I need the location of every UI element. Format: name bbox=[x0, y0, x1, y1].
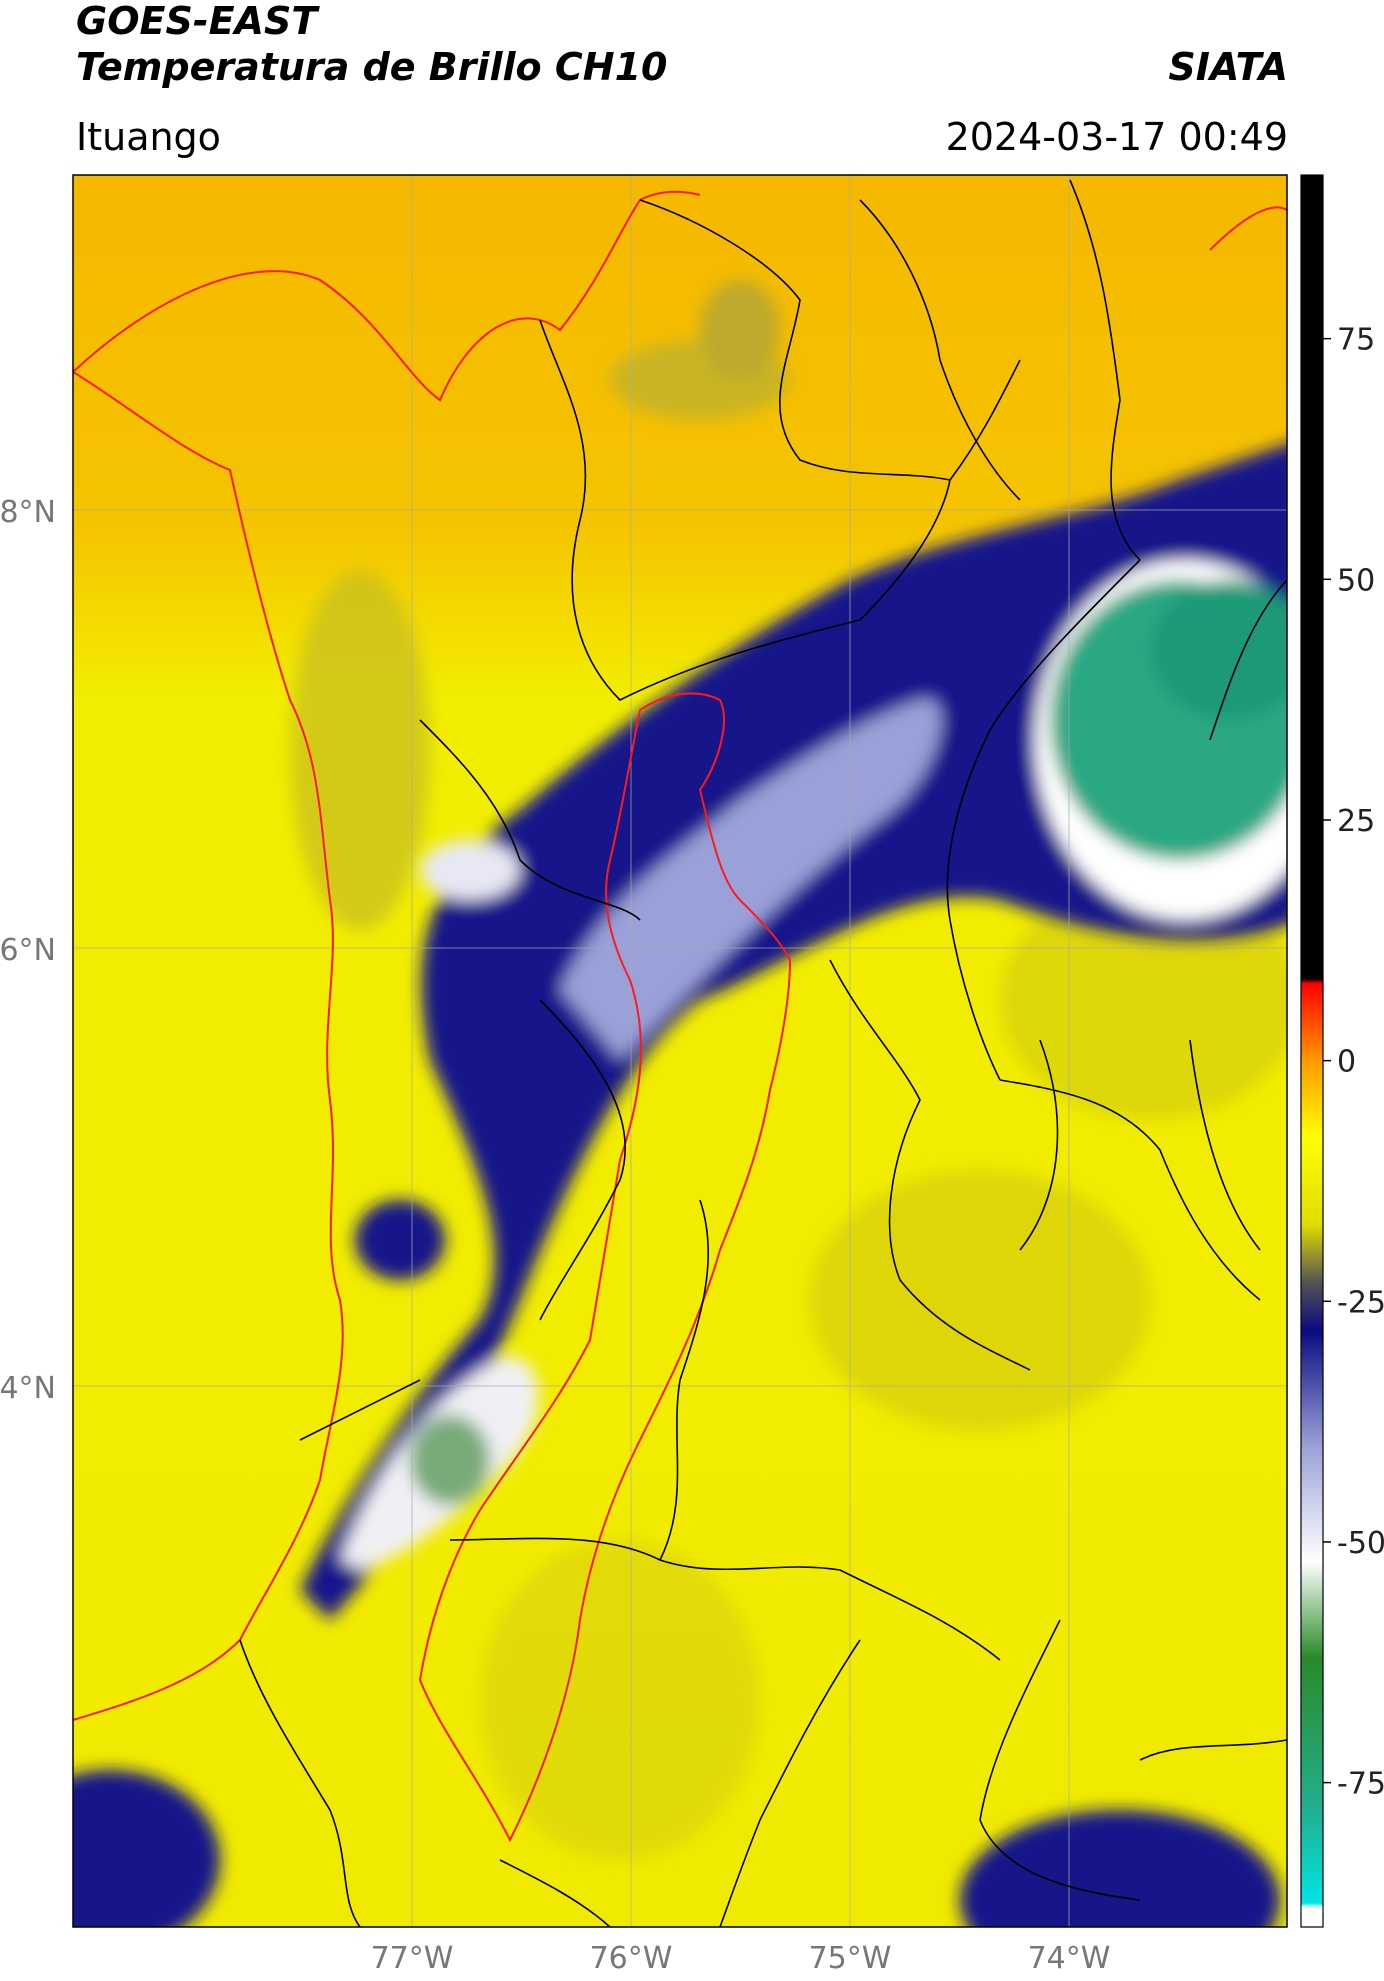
colorbar-tick-label: 50 bbox=[1337, 563, 1375, 598]
colorbar-tick-label: 25 bbox=[1337, 804, 1375, 839]
region-label: Ituango bbox=[76, 115, 221, 159]
latitude-ticks: 8°N 6°N 4°N bbox=[0, 495, 56, 1406]
colorbar-tick-label: 75 bbox=[1337, 323, 1375, 358]
coastline bbox=[73, 371, 344, 1721]
colorbar-tick-label: 0 bbox=[1337, 1045, 1356, 1080]
lon-tick-label: 77°W bbox=[371, 1941, 454, 1976]
south-clouds bbox=[73, 1200, 1280, 1927]
northeast-coastline bbox=[1209, 206, 1287, 251]
lon-tick-label: 75°W bbox=[809, 1941, 892, 1976]
lon-tick-label: 76°W bbox=[590, 1941, 673, 1976]
region-boundary-red bbox=[418, 692, 792, 1843]
product-title: Temperatura de Brillo CH10 bbox=[76, 45, 668, 89]
graticule bbox=[73, 175, 1287, 1927]
lat-tick-label: 8°N bbox=[0, 495, 56, 530]
olive-cloud-areas bbox=[290, 280, 1287, 1860]
colorbar-tick-label: -50 bbox=[1337, 1526, 1384, 1561]
map-frame bbox=[72, 174, 1288, 1928]
lat-tick-label: 4°N bbox=[0, 1371, 56, 1406]
colorbar-tick-label: -75 bbox=[1337, 1767, 1384, 1802]
north-coastline bbox=[73, 190, 701, 402]
admin-boundaries bbox=[239, 179, 1287, 1927]
colorbar-scale bbox=[1300, 174, 1324, 1928]
map-field bbox=[73, 175, 1287, 1927]
colorbar: 75 50 25 0 -25 -50 -75 bbox=[1300, 174, 1384, 1928]
lat-tick-label: 6°N bbox=[0, 933, 56, 968]
source-label: SIATA bbox=[1168, 45, 1288, 89]
longitude-ticks: 77°W 76°W 75°W 74°W bbox=[371, 1941, 1111, 1976]
satellite-title: GOES-EAST bbox=[76, 0, 318, 43]
convective-band bbox=[300, 444, 1287, 1620]
timestamp-label: 2024-03-17 00:49 bbox=[945, 115, 1288, 159]
colorbar-tick-label: -25 bbox=[1337, 1285, 1384, 1320]
lon-tick-label: 74°W bbox=[1028, 1941, 1111, 1976]
